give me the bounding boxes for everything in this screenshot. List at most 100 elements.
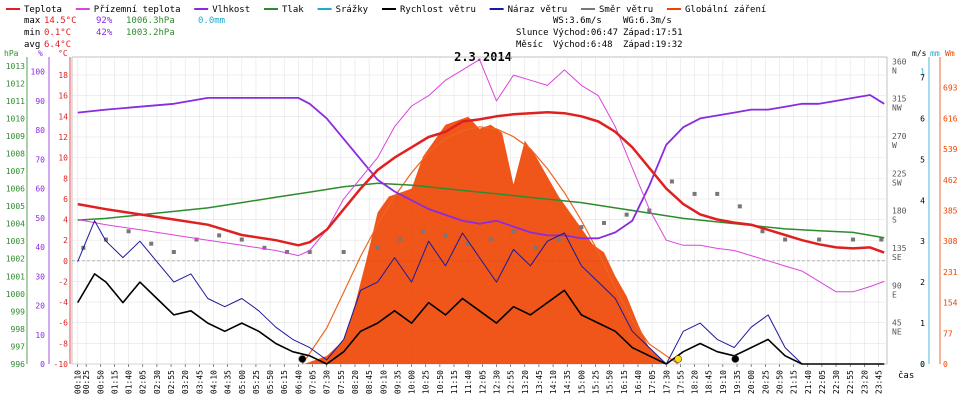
temperature-axis-tick-label: -4 bbox=[58, 298, 68, 307]
wind-speed-tick-label: 0 bbox=[920, 360, 925, 369]
legend-label: Přízemní teplota bbox=[94, 5, 181, 15]
radiation-axis-tick-label: 385 bbox=[943, 207, 958, 216]
pressure-axis-unit: hPa bbox=[4, 49, 19, 58]
x-tick-label: 16:15 bbox=[620, 370, 629, 394]
x-tick-label: 10:00 bbox=[408, 370, 417, 394]
x-tick-label: 16:40 bbox=[634, 370, 643, 394]
stat-ws: WS:3.6m/s bbox=[553, 16, 602, 26]
wind-dir-tick-name: SE bbox=[892, 253, 902, 262]
x-tick-label: 09:10 bbox=[379, 370, 388, 394]
sunrise-marker bbox=[298, 355, 307, 363]
pressure-axis-tick-label: 998 bbox=[11, 325, 26, 334]
radiation-axis-tick-label: 154 bbox=[943, 299, 958, 308]
wind-dir-point bbox=[375, 245, 380, 250]
sunset-marker bbox=[674, 355, 682, 363]
wind-dir-point bbox=[171, 249, 176, 254]
pressure-axis-tick-label: 1001 bbox=[6, 272, 25, 281]
pressure-axis-tick-label: 1010 bbox=[6, 114, 25, 123]
moon-rise: Východ:6:48 bbox=[553, 40, 613, 50]
wind-dir-point bbox=[488, 237, 493, 242]
x-tick-label: 05:00 bbox=[238, 370, 247, 394]
series-n-raz-v-tru bbox=[77, 220, 885, 365]
radiation-axis-tick-label: 539 bbox=[943, 145, 958, 154]
stat-max-temp: 14.5°C bbox=[44, 16, 77, 26]
x-tick-label: 08:45 bbox=[365, 370, 374, 394]
x-tick-label: 03:45 bbox=[195, 370, 204, 394]
humidity-axis-tick-label: 20 bbox=[35, 302, 45, 311]
wind-dir-point bbox=[511, 229, 516, 234]
wind-dir-tick-deg: 90 bbox=[892, 281, 902, 290]
temperature-axis-tick-label: -6 bbox=[58, 319, 68, 328]
wind-speed-tick-label: 1 bbox=[920, 319, 925, 328]
wind-dir-point bbox=[737, 204, 742, 209]
temperature-axis-tick-label: -2 bbox=[58, 277, 68, 286]
x-tick-label: 06:40 bbox=[294, 370, 303, 394]
x-tick-label: 08:20 bbox=[351, 370, 360, 394]
x-tick-label: 00:25 bbox=[82, 370, 91, 394]
legend-label: Rychlost větru bbox=[400, 5, 476, 15]
x-tick-label: 17:05 bbox=[648, 370, 657, 394]
x-tick-label: 23:20 bbox=[860, 370, 869, 394]
radiation-axis-tick-label: 616 bbox=[943, 114, 958, 123]
legend-label: Tlak bbox=[282, 5, 304, 15]
wind-speed-tick-label: 5 bbox=[920, 155, 925, 164]
wind-dir-point bbox=[817, 237, 822, 242]
pressure-axis-tick-label: 1000 bbox=[6, 290, 25, 299]
wind-dir-tick-name: NE bbox=[892, 328, 902, 337]
x-tick-label: 10:25 bbox=[422, 370, 431, 394]
temperature-axis-tick-label: 0 bbox=[63, 257, 68, 266]
pressure-axis-tick-label: 996 bbox=[11, 360, 26, 369]
wind-speed-tick-label: 2 bbox=[920, 278, 925, 287]
x-tick-label: 10:50 bbox=[436, 370, 445, 394]
wind-dir-point bbox=[647, 208, 652, 213]
wind-dir-point bbox=[579, 225, 584, 230]
wind-speed-tick-label: 6 bbox=[920, 114, 925, 123]
x-tick-label: 07:05 bbox=[309, 370, 318, 394]
wind-dir-point bbox=[624, 212, 629, 217]
stats-block: max 14.5°C 92% 1006.3hPa 0.0mm min 0.1°C… bbox=[24, 16, 683, 50]
x-axis-label: čas bbox=[898, 370, 914, 381]
x-tick-label: 22:05 bbox=[818, 370, 827, 394]
stat-avg-label: avg bbox=[24, 40, 40, 50]
wind-dir-point bbox=[669, 179, 674, 184]
rain-axis-tick-label: 1 bbox=[920, 68, 925, 77]
radiation-axis-tick-label: 231 bbox=[943, 268, 958, 277]
sun-rise: Východ:06:47 bbox=[553, 28, 618, 38]
radiation-axis-tick-label: 0 bbox=[943, 360, 948, 369]
wind-dir-tick-name: S bbox=[892, 216, 897, 225]
pressure-axis-tick-label: 1009 bbox=[6, 132, 25, 141]
humidity-axis-tick-label: 60 bbox=[35, 185, 45, 194]
x-tick-label: 14:10 bbox=[549, 370, 558, 394]
legend-label: Srážky bbox=[336, 5, 369, 15]
humidity-axis-tick-label: 70 bbox=[35, 155, 45, 164]
pressure-axis-tick-label: 1012 bbox=[6, 79, 25, 88]
humidity-axis-tick-label: 100 bbox=[31, 68, 46, 77]
x-tick-label: 15:00 bbox=[577, 370, 586, 394]
pressure-axis-tick-label: 1003 bbox=[6, 237, 25, 246]
humidity-axis-tick-label: 80 bbox=[35, 126, 45, 135]
x-tick-label: 07:55 bbox=[337, 370, 346, 394]
x-tick-label: 22:55 bbox=[846, 370, 855, 394]
wind-dir-point bbox=[239, 237, 244, 242]
legend-label: Globální záření bbox=[685, 5, 766, 15]
wind-dir-tick-name: SW bbox=[892, 178, 902, 187]
series-rychlost-v-tru bbox=[77, 273, 885, 365]
pressure-axis-tick-label: 1011 bbox=[6, 97, 25, 106]
x-tick-label: 18:45 bbox=[705, 370, 714, 394]
moonset-marker bbox=[731, 355, 740, 363]
legend-label: Náraz větru bbox=[508, 5, 568, 15]
stat-min-temp: 0.1°C bbox=[44, 28, 71, 38]
radiation-axis-tick-label: 308 bbox=[943, 237, 958, 246]
temperature-axis-tick-label: 8 bbox=[63, 174, 68, 183]
pressure-axis-tick-label: 1008 bbox=[6, 149, 25, 158]
wind-dir-tick-deg: 360 bbox=[892, 57, 907, 66]
legend-label: Vlhkost bbox=[212, 5, 250, 15]
temperature-axis-tick-label: 14 bbox=[58, 112, 68, 121]
wind-dir-tick-deg: 270 bbox=[892, 132, 907, 141]
x-tick-label: 13:20 bbox=[521, 370, 530, 394]
x-tick-label: 11:40 bbox=[464, 370, 473, 394]
wind-dir-tick-deg: 315 bbox=[892, 95, 907, 104]
x-tick-label: 21:15 bbox=[790, 370, 799, 394]
x-tick-label: 00:50 bbox=[96, 370, 105, 394]
